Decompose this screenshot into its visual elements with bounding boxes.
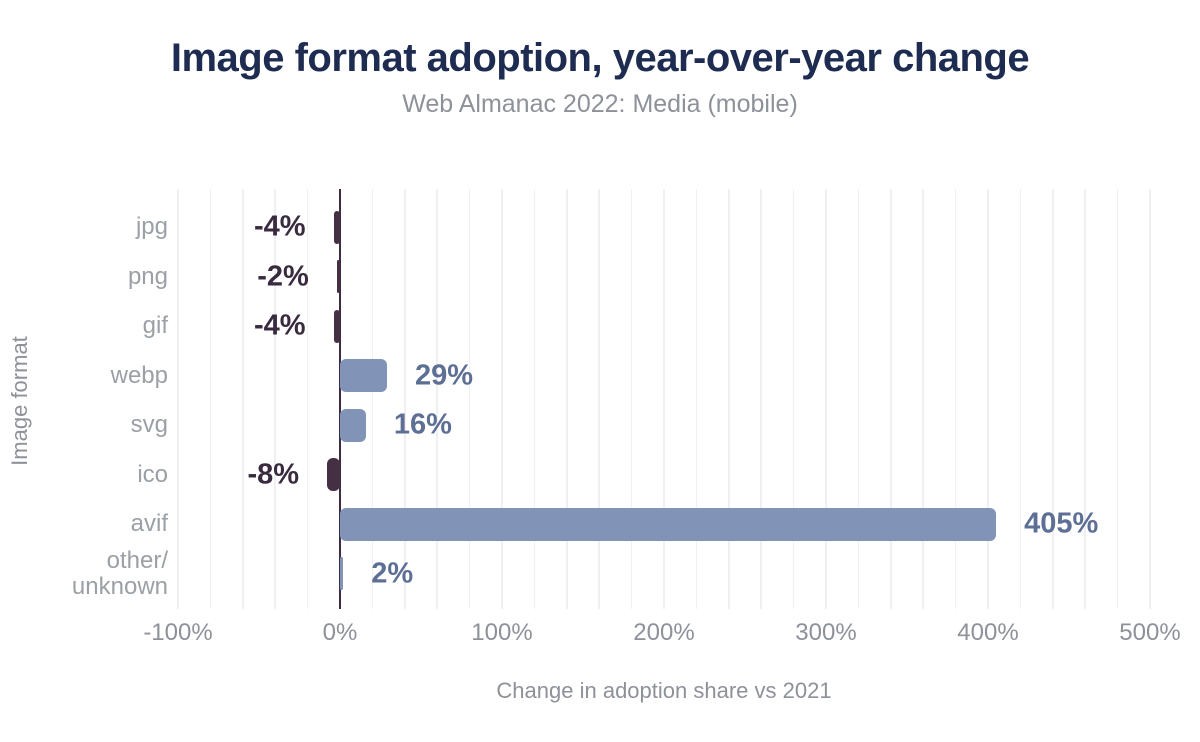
gridline <box>1084 189 1086 609</box>
x-tick-label: 100% <box>471 619 533 646</box>
gridline <box>695 189 698 609</box>
x-axis: -100% 0% 100% 200% 300% 400% 500% <box>143 609 1180 649</box>
gridline <box>371 189 374 609</box>
category-label-gif: gif <box>142 312 168 339</box>
bar-ico <box>327 458 340 491</box>
gridline <box>760 189 762 609</box>
bar-avif <box>340 507 997 541</box>
category-label-other-unknown: other/ unknown <box>71 546 168 600</box>
gridline <box>274 189 276 609</box>
bar-other-unknown <box>340 557 344 590</box>
gridline <box>630 189 633 609</box>
gridline <box>1019 189 1022 609</box>
gridline <box>1149 189 1151 609</box>
gridline <box>501 189 503 609</box>
x-axis-title: Change in adoption share vs 2021 <box>496 678 832 703</box>
category-axis: jpg png gif webp svg ico avif other/ unknown <box>0 189 168 609</box>
gridline <box>436 189 438 609</box>
category-label-webp: webp <box>110 361 168 389</box>
x-tick-label: 0% <box>322 619 358 646</box>
gridline <box>922 189 924 609</box>
x-tick-label: 400% <box>957 619 1019 646</box>
bar-gif <box>333 309 340 343</box>
bar-webp <box>340 359 387 392</box>
category-label-avif: avif <box>130 510 168 537</box>
gridline <box>792 189 795 609</box>
category-label-ico: ico <box>137 460 168 488</box>
bar-value-label: -8% <box>247 458 300 490</box>
category-label-jpg: jpg <box>135 213 168 240</box>
gridline <box>728 189 730 609</box>
gridline <box>209 189 212 609</box>
gridline <box>857 189 860 609</box>
gridline <box>306 189 309 609</box>
gridline <box>468 189 471 609</box>
gridline <box>242 189 244 609</box>
bar-value-label: -4% <box>253 210 306 243</box>
bar-value-label: 29% <box>414 359 474 391</box>
gridline <box>663 189 665 609</box>
gridline <box>533 189 536 609</box>
bar-value-label: -2% <box>257 260 309 292</box>
bar-value-label: -4% <box>253 309 306 342</box>
gridline <box>987 189 989 609</box>
category-label-png: png <box>127 262 168 290</box>
gridline <box>566 189 568 609</box>
bar-jpg <box>333 210 340 244</box>
plot-area: -4% -2% -4% 29% 16% -8% 405% 2% <box>177 189 1151 609</box>
gridline <box>1116 189 1119 609</box>
bar-svg <box>340 408 366 442</box>
chart-title: Image format adoption, year-over-year ch… <box>170 36 1030 80</box>
gridline <box>1052 189 1054 609</box>
bar-value-label: 16% <box>393 408 452 441</box>
category-label-svg: svg <box>130 411 168 438</box>
bar-png <box>336 260 340 293</box>
gridline <box>177 189 179 609</box>
x-tick-label: 300% <box>795 619 857 646</box>
gridline <box>404 189 406 609</box>
gridline <box>598 189 600 609</box>
gridline <box>825 189 827 609</box>
chart-subtitle: Web Almanac 2022: Media (mobile) <box>402 90 798 118</box>
bar-value-label: 405% <box>1024 507 1099 540</box>
bar-value-label: 2% <box>371 557 414 589</box>
x-tick-label: 200% <box>633 619 695 646</box>
zero-baseline <box>338 189 342 609</box>
x-tick-label: -100% <box>143 619 213 646</box>
x-tick-label: 500% <box>1119 619 1181 646</box>
gridline <box>890 189 892 609</box>
gridline <box>954 189 957 609</box>
